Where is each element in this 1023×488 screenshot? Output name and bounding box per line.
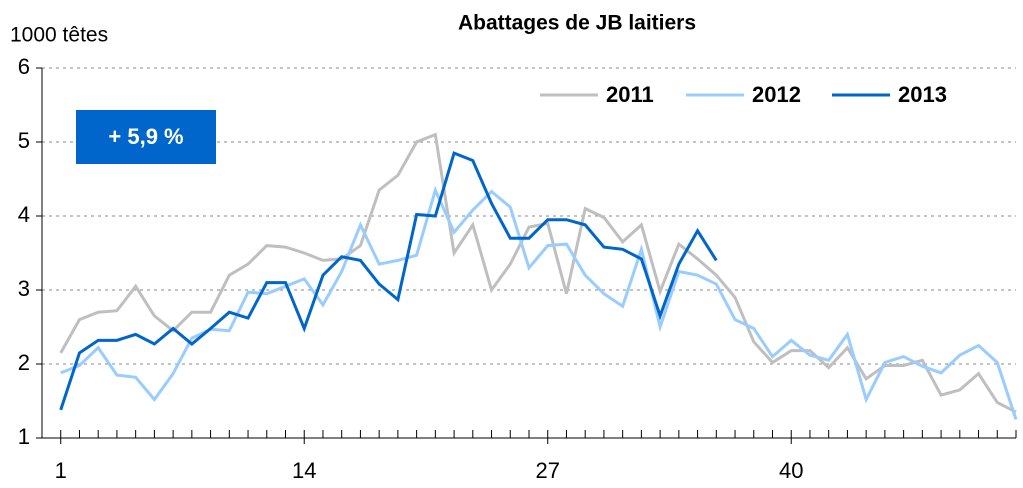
legend-label: 2012 <box>752 82 801 107</box>
y-tick-label: 2 <box>18 350 30 375</box>
x-tick-label: 14 <box>292 458 316 483</box>
y-tick-label: 5 <box>18 128 30 153</box>
series-line <box>59 132 1017 414</box>
annotation: + 5,9 % <box>108 124 183 149</box>
y-tick-label: 3 <box>18 276 30 301</box>
chart-title: Abattages de JB laitiers <box>458 12 696 35</box>
x-tick-label: 27 <box>535 458 559 483</box>
series-line <box>60 185 1018 420</box>
x-tick-label: 40 <box>779 458 803 483</box>
legend-label: 2013 <box>898 82 947 107</box>
x-tick-label: 1 <box>55 458 67 483</box>
series-line <box>59 151 718 411</box>
y-axis-label: 1000 têtes <box>10 24 108 47</box>
y-tick-label: 4 <box>18 202 30 227</box>
annotation-box <box>76 110 216 164</box>
y-tick-label: 6 <box>18 54 30 79</box>
legend-label: 2011 <box>606 82 654 107</box>
y-tick-label: 1 <box>18 424 30 449</box>
